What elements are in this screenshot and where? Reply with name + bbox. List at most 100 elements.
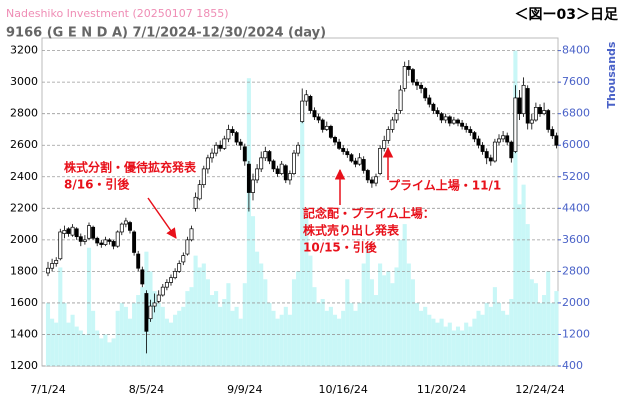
volume-bar <box>127 318 133 366</box>
volume-bar <box>332 314 338 366</box>
candle-body <box>156 294 161 302</box>
candle-body <box>148 305 153 320</box>
volume-bar <box>218 306 223 366</box>
candle-body <box>82 239 87 242</box>
y-tick-label: 1800 <box>10 264 38 277</box>
candle-body <box>234 132 239 143</box>
volume-bar <box>505 314 510 366</box>
candle-body <box>255 168 260 181</box>
y-tick-label: 2000 <box>10 233 38 246</box>
y-tick-label: 3000 <box>10 75 38 88</box>
candle-body <box>529 119 534 124</box>
x-tick-label: 10/16/24 <box>318 383 367 396</box>
candle-body <box>230 129 235 133</box>
volume-bar <box>476 310 481 366</box>
volume-bar <box>517 204 522 366</box>
candle-body <box>177 263 182 272</box>
y2-axis-title: Thousands <box>605 41 618 108</box>
candle-body <box>70 226 75 236</box>
volume-bar <box>255 251 260 366</box>
y2-tick-label: 1200 <box>562 327 590 340</box>
volume-bar <box>484 302 489 366</box>
volume-bar <box>82 334 87 366</box>
candle-body <box>435 110 440 115</box>
y-tick-label: 2600 <box>10 138 38 151</box>
candle-body <box>378 148 383 174</box>
volume-bar <box>398 239 403 366</box>
candle-body <box>361 159 366 171</box>
volume-bar <box>488 306 493 366</box>
volume-bar <box>369 279 374 366</box>
y-tick-label: 2400 <box>10 170 38 183</box>
volume-bar <box>99 338 104 366</box>
candle-body <box>398 89 403 111</box>
volume-bar <box>546 271 551 366</box>
volume-bar <box>378 263 383 366</box>
candle-body <box>279 163 284 174</box>
candle-body <box>476 138 481 146</box>
volume-bar <box>455 326 461 366</box>
volume-bar <box>193 255 198 366</box>
annotation-text: 8/16・引後 <box>64 177 130 192</box>
volume-bar <box>160 306 165 366</box>
volume-bar <box>238 318 243 366</box>
candle-body <box>505 135 510 143</box>
candle-body <box>406 66 411 70</box>
candle-body <box>169 277 173 283</box>
candle-body <box>210 152 214 159</box>
volume-bar <box>91 310 96 366</box>
candle-body <box>415 81 419 86</box>
y2-tick-label: 6800 <box>562 107 590 120</box>
volume-bar <box>234 306 239 366</box>
candle-body <box>497 138 501 143</box>
candle-body <box>267 151 272 162</box>
volume-bar <box>328 306 333 366</box>
volume-bar <box>312 287 317 366</box>
annotation-text: 株式売り出し発表 <box>303 223 400 238</box>
y2-tick-label: 4400 <box>562 201 590 214</box>
volume-bar <box>164 318 169 366</box>
volume-bar <box>300 101 305 366</box>
candle-body <box>271 160 276 170</box>
candle-body <box>333 136 337 143</box>
plot-area: 1200 1400 1600 1800 2000 2200 2400 2600 2800 3000… <box>10 37 590 396</box>
x-tick-label: 11/20/24 <box>417 383 466 396</box>
y2-tick-label: 2800 <box>562 264 590 277</box>
candle-body <box>509 141 514 159</box>
candle-body <box>328 125 333 138</box>
candle-body <box>488 157 493 162</box>
volume-bar <box>250 216 256 366</box>
candle-body <box>341 148 346 152</box>
volume-bar <box>230 310 235 366</box>
volume-bar <box>525 224 530 366</box>
volume-bar <box>435 322 440 366</box>
volume-bar <box>492 287 497 366</box>
volume-bar <box>246 78 251 366</box>
figure-label: ＜図ー03＞日足 <box>515 7 619 23</box>
candle-body <box>251 179 255 193</box>
volume-bar <box>291 279 297 366</box>
volume-bar <box>74 326 79 366</box>
volume-bar <box>66 322 71 366</box>
volume-bar <box>95 330 100 366</box>
candle-body <box>468 129 473 133</box>
volume-bar <box>181 306 186 366</box>
volume-bar <box>394 267 399 366</box>
candle-body <box>115 231 120 247</box>
candle-body <box>136 253 141 269</box>
volume-bar <box>324 310 329 366</box>
y2-tick-label: 3600 <box>562 233 590 246</box>
candle-body <box>345 151 350 156</box>
volume-bar <box>509 298 514 366</box>
candle-body <box>197 184 202 200</box>
candle-body <box>201 168 206 186</box>
volume-bar <box>50 318 55 366</box>
volume-bar <box>209 295 215 366</box>
candle-body <box>123 220 128 225</box>
candle-body <box>95 237 100 244</box>
volume-bar <box>296 271 301 366</box>
candle-body <box>185 239 190 255</box>
candle-body <box>542 110 547 115</box>
